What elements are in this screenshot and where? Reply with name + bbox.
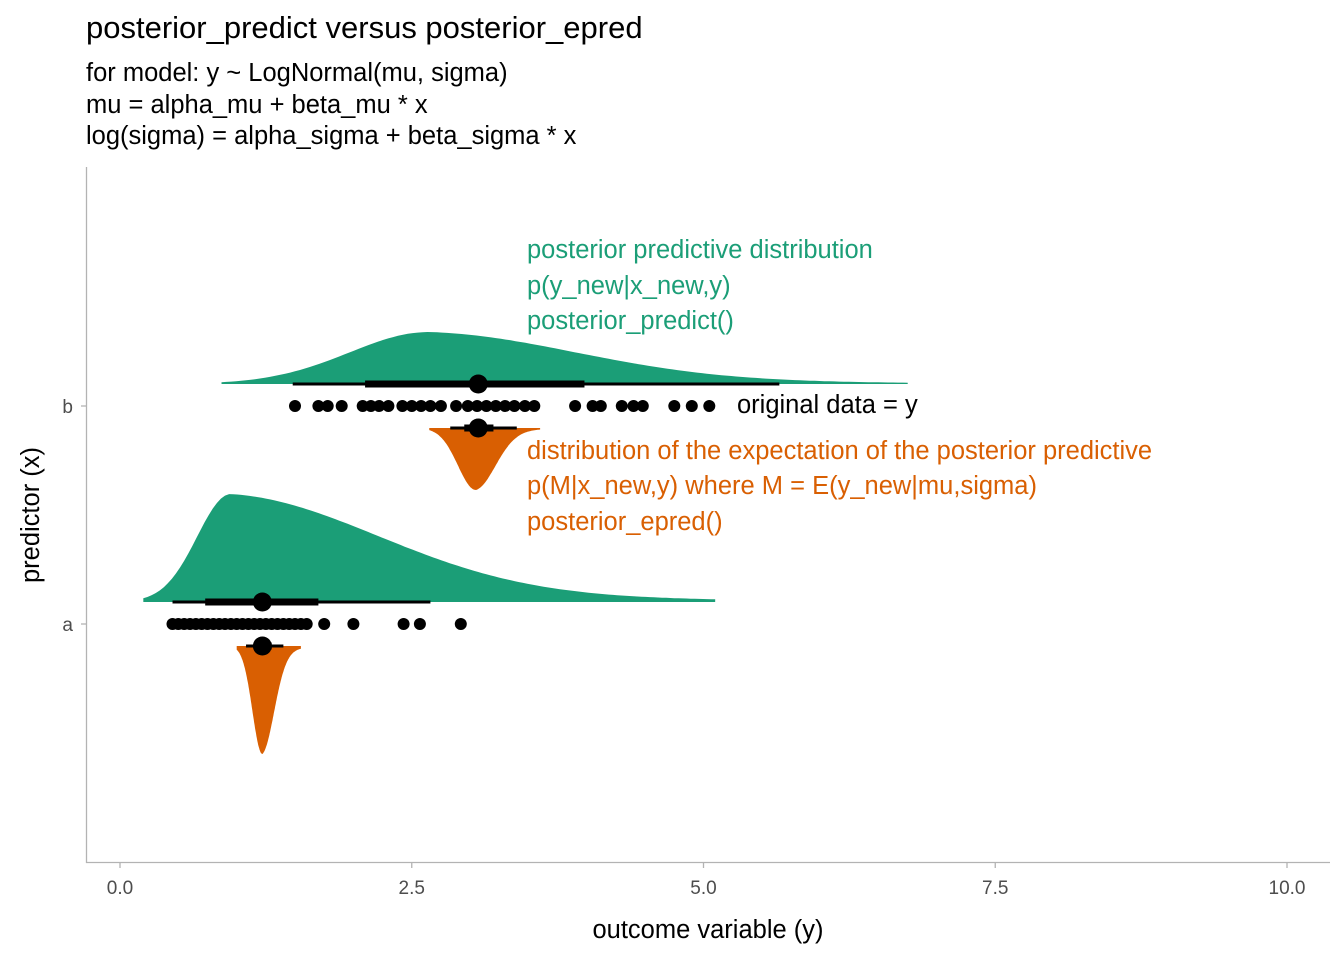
x-tick-label: 5.0 <box>690 878 716 899</box>
annotation-predict-line-1: posterior predictive distribution <box>527 236 873 264</box>
chart-title: posterior_predict versus posterior_epred <box>86 10 643 45</box>
chart-subtitle-line-3: log(sigma) = alpha_sigma + beta_sigma * … <box>86 122 577 150</box>
x-tick-label: 10.0 <box>1269 878 1306 899</box>
epred-median-point <box>252 636 272 656</box>
predict-median-point <box>468 374 488 394</box>
data-point <box>382 400 395 412</box>
chart-subtitle-line-2: mu = alpha_mu + beta_mu * x <box>86 91 428 119</box>
data-point <box>396 400 409 412</box>
data-point <box>424 400 437 412</box>
epred-density <box>429 428 541 490</box>
data-point <box>364 400 377 412</box>
annotation-epred: distribution of the expectation of the p… <box>527 437 1152 536</box>
data-point <box>413 618 426 630</box>
data-point <box>347 618 360 630</box>
predict-density <box>221 332 908 384</box>
group-b <box>221 332 908 490</box>
annotation-epred-line-3: posterior_epred() <box>527 508 723 536</box>
data-point <box>508 400 521 412</box>
data-point <box>321 400 334 412</box>
data-point <box>586 400 599 412</box>
data-point <box>397 618 410 630</box>
annotation-predict-line-3: posterior_predict() <box>527 307 734 335</box>
data-point <box>627 400 640 412</box>
predict-median-point <box>252 592 272 612</box>
annotation-epred-line-2: p(M|x_new,y) where M = E(y_new|mu,sigma) <box>527 472 1037 500</box>
data-point <box>356 400 369 412</box>
data-point <box>685 400 698 412</box>
data-point <box>499 400 512 412</box>
data-point <box>518 400 531 412</box>
data-point <box>450 400 463 412</box>
x-tick-label: 2.5 <box>399 878 425 899</box>
data-point <box>461 400 474 412</box>
epred-density <box>236 646 301 754</box>
x-ticks: 0.0 2.5 5.0 7.5 10.0 <box>107 863 1306 899</box>
data-point <box>480 400 493 412</box>
data-point <box>405 400 418 412</box>
data-point <box>636 400 649 412</box>
chart-marks <box>143 332 908 754</box>
data-point <box>289 400 301 412</box>
data-point <box>434 400 447 412</box>
y-ticks: ab <box>62 397 86 636</box>
data-point <box>668 400 681 412</box>
annotation-data: original data = y <box>737 391 918 419</box>
predict-density <box>143 494 716 602</box>
data-point <box>300 618 313 630</box>
annotation-epred-line-1: distribution of the expectation of the p… <box>527 437 1152 465</box>
chart-subtitle-line-1: for model: y ~ LogNormal(mu, sigma) <box>86 59 508 87</box>
y-axis-label: predictor (x) <box>17 447 45 583</box>
data-point <box>415 400 428 412</box>
data-point <box>489 400 502 412</box>
annotation-predict: posterior predictive distribution p(y_ne… <box>527 236 873 335</box>
data-point <box>454 618 467 630</box>
group-a <box>143 494 716 754</box>
data-point <box>615 400 628 412</box>
y-tick-label: b <box>62 397 73 418</box>
data-point <box>594 400 607 412</box>
data-point <box>471 400 484 412</box>
annotation-predict-line-2: p(y_new|x_new,y) <box>527 272 731 300</box>
epred-median-point <box>468 418 488 438</box>
x-tick-label: 0.0 <box>107 878 133 899</box>
x-axis-label: outcome variable (y) <box>592 916 823 944</box>
data-point <box>703 400 716 412</box>
y-tick-label: a <box>62 615 73 636</box>
data-point <box>318 618 331 630</box>
data-point <box>335 400 348 412</box>
data-point <box>373 400 386 412</box>
data-point <box>528 400 541 412</box>
data-point <box>569 400 582 412</box>
chart-axes <box>85 167 1330 864</box>
data-point <box>312 400 325 412</box>
x-tick-label: 7.5 <box>982 878 1008 899</box>
